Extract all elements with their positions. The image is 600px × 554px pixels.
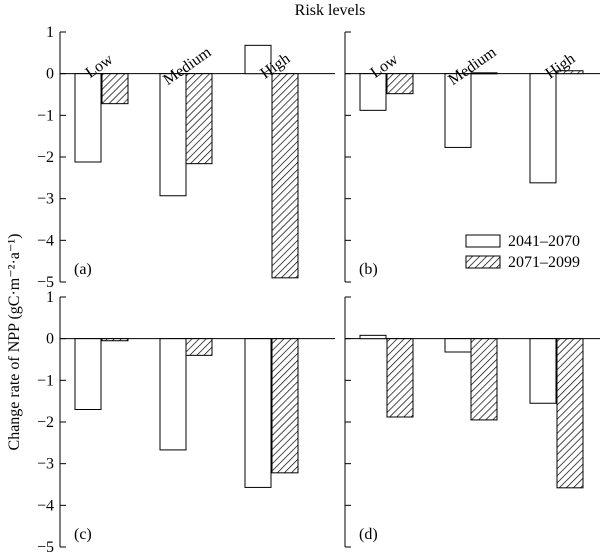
bar-d-low-first — [359, 334, 387, 340]
y-tick-label: −3 — [37, 191, 54, 208]
panel-label: (a) — [74, 261, 92, 278]
legend: 2041–2070 2071–2099 — [465, 233, 580, 271]
legend-swatch-hatched — [465, 255, 501, 269]
panel-label: (b) — [359, 261, 378, 278]
y-tick-label: −2 — [37, 149, 54, 166]
legend-label-2071-2099: 2071–2099 — [508, 254, 580, 271]
y-tick-label: 0 — [46, 331, 54, 348]
category-label-medium: Medium — [445, 43, 500, 88]
y-tick-label: −5 — [37, 539, 54, 554]
bar-b-high-first — [529, 73, 557, 184]
panel-label: (c) — [74, 526, 92, 543]
bar-a-medium-first — [159, 73, 187, 197]
category-label-high: High — [542, 50, 578, 82]
panel-d: (d) — [344, 296, 600, 548]
bar-b-low-first — [359, 73, 387, 111]
bar-b-high-second — [556, 70, 584, 75]
bar-c-high-second — [271, 338, 299, 474]
bar-b-low-second — [386, 73, 414, 95]
y-tick-label: 0 — [46, 66, 54, 83]
bar-c-low-first — [74, 338, 102, 410]
y-tick-label: 1 — [46, 24, 54, 41]
legend-swatch-white — [465, 234, 501, 248]
bar-a-high-first — [244, 44, 272, 75]
bar-a-low-second — [101, 73, 129, 105]
bar-c-medium-first — [159, 338, 187, 451]
bar-d-medium-first — [444, 338, 472, 353]
bar-c-low-second — [101, 338, 129, 342]
y-tick-label: −4 — [37, 232, 54, 249]
bar-d-high-second — [556, 338, 584, 489]
bar-d-medium-second — [470, 338, 498, 421]
panel-c: 1 0 −1 −2 −3 −4 −5 (c) — [37, 289, 335, 554]
bar-a-high-second — [271, 73, 299, 279]
y-axis-title: Change rate of NPP (gC·m⁻²·a⁻¹) — [6, 234, 23, 451]
bar-b-medium-first — [444, 73, 472, 148]
chart-title: Risk levels — [295, 2, 366, 19]
bar-d-low-second — [386, 338, 414, 418]
y-tick-label: −1 — [37, 372, 54, 389]
y-tick-label: −2 — [37, 414, 54, 431]
bar-a-medium-second — [185, 73, 213, 165]
y-tick-label: −5 — [37, 274, 54, 291]
panel-label: (d) — [359, 526, 378, 543]
bar-c-high-first — [244, 338, 272, 488]
bar-a-low-first — [74, 73, 102, 163]
bar-c-medium-second — [185, 338, 213, 356]
bar-d-high-first — [529, 338, 557, 404]
y-tick-label: −3 — [37, 456, 54, 473]
y-tick-label: −1 — [37, 107, 54, 124]
y-tick-label: 1 — [46, 289, 54, 306]
bar-b-medium-second — [470, 72, 498, 75]
y-tick-label: −4 — [37, 497, 54, 514]
legend-label-2041-2070: 2041–2070 — [508, 233, 580, 250]
